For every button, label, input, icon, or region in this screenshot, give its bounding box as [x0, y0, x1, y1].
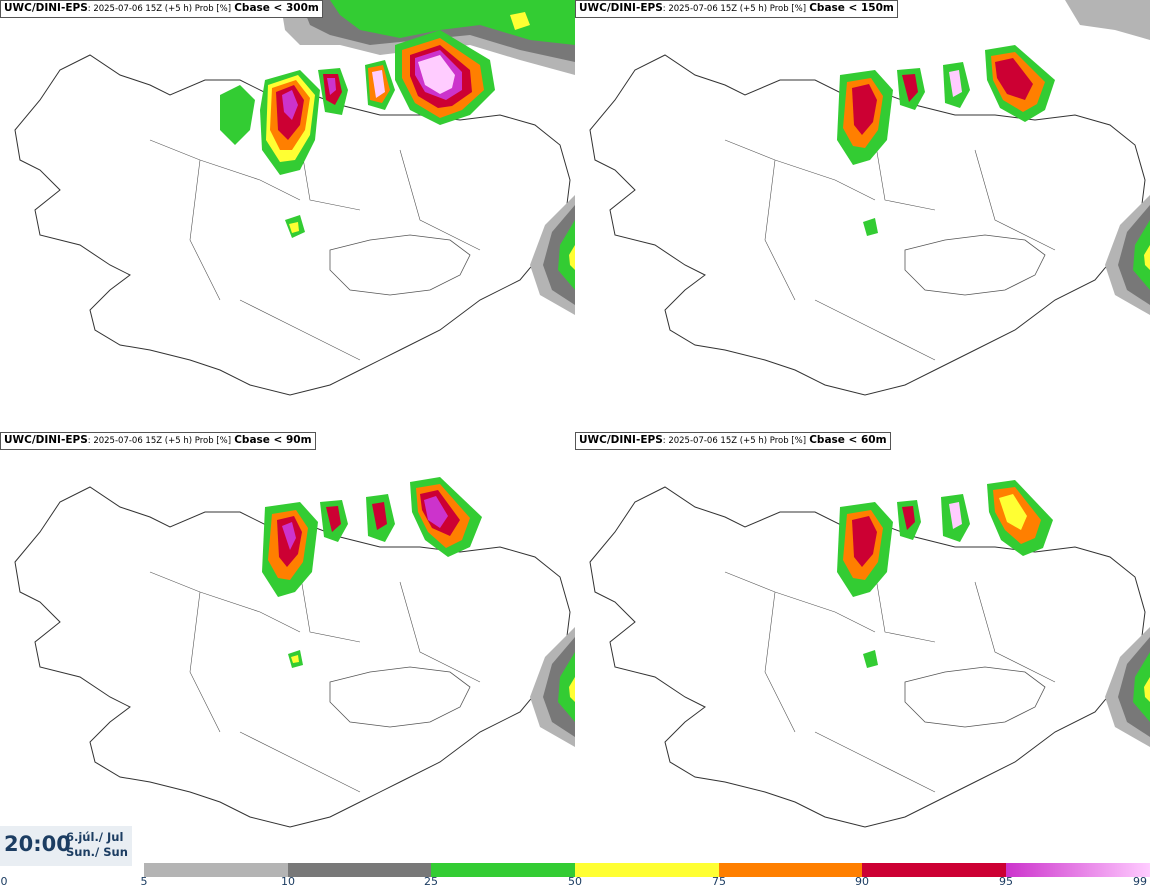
- prob-magenta: [424, 496, 448, 528]
- color-legend: 0 5 10 25 50 75 90 95 99: [0, 862, 1150, 891]
- model-name: UWC/DINI-EPS: [4, 434, 88, 446]
- regions: [149, 571, 481, 793]
- legend-seg-7: [1006, 863, 1150, 877]
- prob-green: [1133, 220, 1150, 290]
- date-line-1: 6.júl./ Jul: [66, 830, 124, 844]
- prob-green: [1133, 652, 1150, 722]
- valid-time: 20:00: [4, 832, 71, 856]
- prob-yellow: [569, 245, 575, 270]
- variable-label: Cbase < 150m: [809, 2, 894, 14]
- legend-tick: 95: [999, 875, 1013, 888]
- model-name: UWC/DINI-EPS: [579, 434, 663, 446]
- prob-green: [558, 220, 575, 290]
- regions: [724, 571, 1056, 793]
- prob-red: [852, 84, 877, 135]
- valid-date: 6.júl./ Jul Sun./ Sun: [66, 830, 128, 860]
- legend-seg-2: [288, 863, 431, 877]
- legend-tick: 0: [0, 875, 8, 888]
- prob-green: [863, 218, 878, 236]
- variable-label: Cbase < 300m: [234, 2, 319, 14]
- iceland-map: [14, 0, 575, 396]
- prob-grey-light: [1065, 0, 1150, 40]
- prob-magenta: [327, 78, 336, 95]
- legend-seg-1: [144, 863, 288, 877]
- run-info: : 2025-07-06 15Z (+5 h) Prob [%]: [662, 4, 807, 14]
- ice-cap: [329, 234, 471, 296]
- coastline: [14, 54, 571, 396]
- map-panel-4: UWC/DINI-EPS: 2025-07-06 15Z (+5 h) Prob…: [575, 432, 1150, 862]
- prob-red: [902, 506, 915, 530]
- legend-tick: 90: [855, 875, 869, 888]
- iceland-map: [589, 480, 1150, 828]
- prob-pink: [372, 70, 385, 98]
- panel-title: UWC/DINI-EPS: 2025-07-06 15Z (+5 h) Prob…: [575, 0, 898, 18]
- map-panel-1: UWC/DINI-EPS: 2025-07-06 15Z (+5 h) Prob…: [0, 0, 575, 430]
- ice-cap: [329, 666, 471, 728]
- prob-red: [852, 516, 877, 567]
- ice-cap: [904, 666, 1046, 728]
- prob-yellow: [510, 12, 530, 30]
- legend-tick: 5: [140, 875, 148, 888]
- prob-yellow: [999, 494, 1027, 530]
- legend-tick: 50: [568, 875, 582, 888]
- prob-green: [220, 85, 255, 145]
- prob-yellow: [1144, 677, 1150, 702]
- model-name: UWC/DINI-EPS: [4, 2, 88, 14]
- run-info: : 2025-07-06 15Z (+5 h) Prob [%]: [662, 436, 807, 446]
- ice-cap: [904, 234, 1046, 296]
- prob-yellow: [569, 677, 575, 702]
- legend-tick: 75: [712, 875, 726, 888]
- variable-label: Cbase < 90m: [234, 434, 312, 446]
- prob-yellow: [1144, 245, 1150, 270]
- legend-seg-3: [431, 863, 575, 877]
- panel-title: UWC/DINI-EPS: 2025-07-06 15Z (+5 h) Prob…: [575, 432, 891, 450]
- coastline: [589, 54, 1146, 396]
- prob-red: [372, 502, 387, 530]
- regions: [149, 139, 481, 361]
- legend-tick: 25: [424, 875, 438, 888]
- panel-title: UWC/DINI-EPS: 2025-07-06 15Z (+5 h) Prob…: [0, 0, 323, 18]
- valid-time-box: 20:00 6.júl./ Jul Sun./ Sun: [0, 826, 132, 866]
- prob-green: [863, 650, 878, 668]
- date-line-2: Sun./ Sun: [66, 845, 128, 859]
- run-info: : 2025-07-06 15Z (+5 h) Prob [%]: [87, 4, 232, 14]
- run-info: : 2025-07-06 15Z (+5 h) Prob [%]: [87, 436, 232, 446]
- regions: [724, 139, 1056, 361]
- iceland-map: [589, 0, 1150, 396]
- model-name: UWC/DINI-EPS: [579, 2, 663, 14]
- prob-red: [995, 58, 1033, 100]
- coastline: [589, 486, 1146, 828]
- coastline: [14, 486, 571, 828]
- prob-yellow: [289, 222, 299, 233]
- prob-pink: [418, 55, 455, 94]
- legend-seg-6: [862, 863, 1006, 877]
- variable-label: Cbase < 60m: [809, 434, 887, 446]
- prob-green: [330, 0, 575, 45]
- iceland-map: [14, 477, 575, 828]
- legend-tick: 99: [1133, 875, 1147, 888]
- prob-yellow: [291, 655, 299, 663]
- prob-red: [326, 506, 341, 532]
- legend-seg-4: [575, 863, 719, 877]
- map-panel-3: UWC/DINI-EPS: 2025-07-06 15Z (+5 h) Prob…: [0, 432, 575, 862]
- prob-red: [902, 74, 918, 102]
- legend-seg-5: [719, 863, 862, 877]
- prob-magenta: [282, 90, 298, 120]
- panel-title: UWC/DINI-EPS: 2025-07-06 15Z (+5 h) Prob…: [0, 432, 316, 450]
- prob-pink: [949, 70, 962, 97]
- prob-pink: [949, 502, 962, 529]
- map-panel-2: UWC/DINI-EPS: 2025-07-06 15Z (+5 h) Prob…: [575, 0, 1150, 430]
- prob-green: [558, 652, 575, 722]
- legend-tick: 10: [281, 875, 295, 888]
- prob-magenta: [282, 522, 296, 550]
